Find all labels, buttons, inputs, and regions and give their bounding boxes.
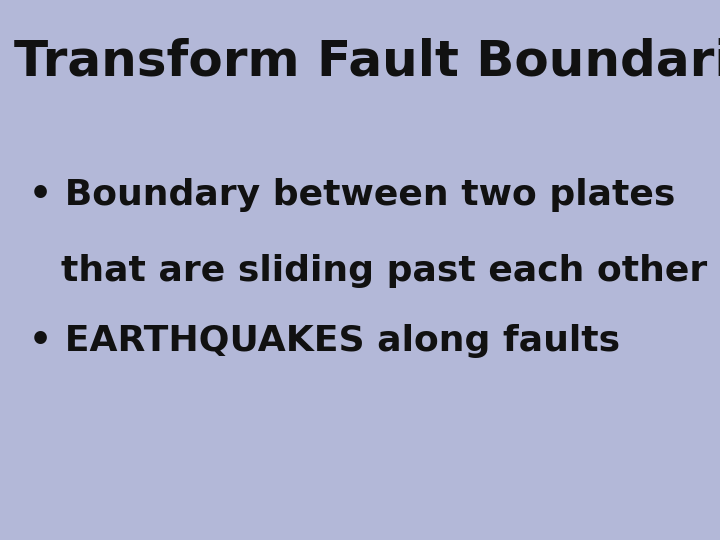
- Text: • EARTHQUAKES along faults: • EARTHQUAKES along faults: [29, 324, 620, 358]
- Text: • Boundary between two plates: • Boundary between two plates: [29, 178, 675, 212]
- Text: Transform Fault Boundaries: Transform Fault Boundaries: [14, 38, 720, 86]
- Text: that are sliding past each other: that are sliding past each other: [61, 254, 708, 288]
